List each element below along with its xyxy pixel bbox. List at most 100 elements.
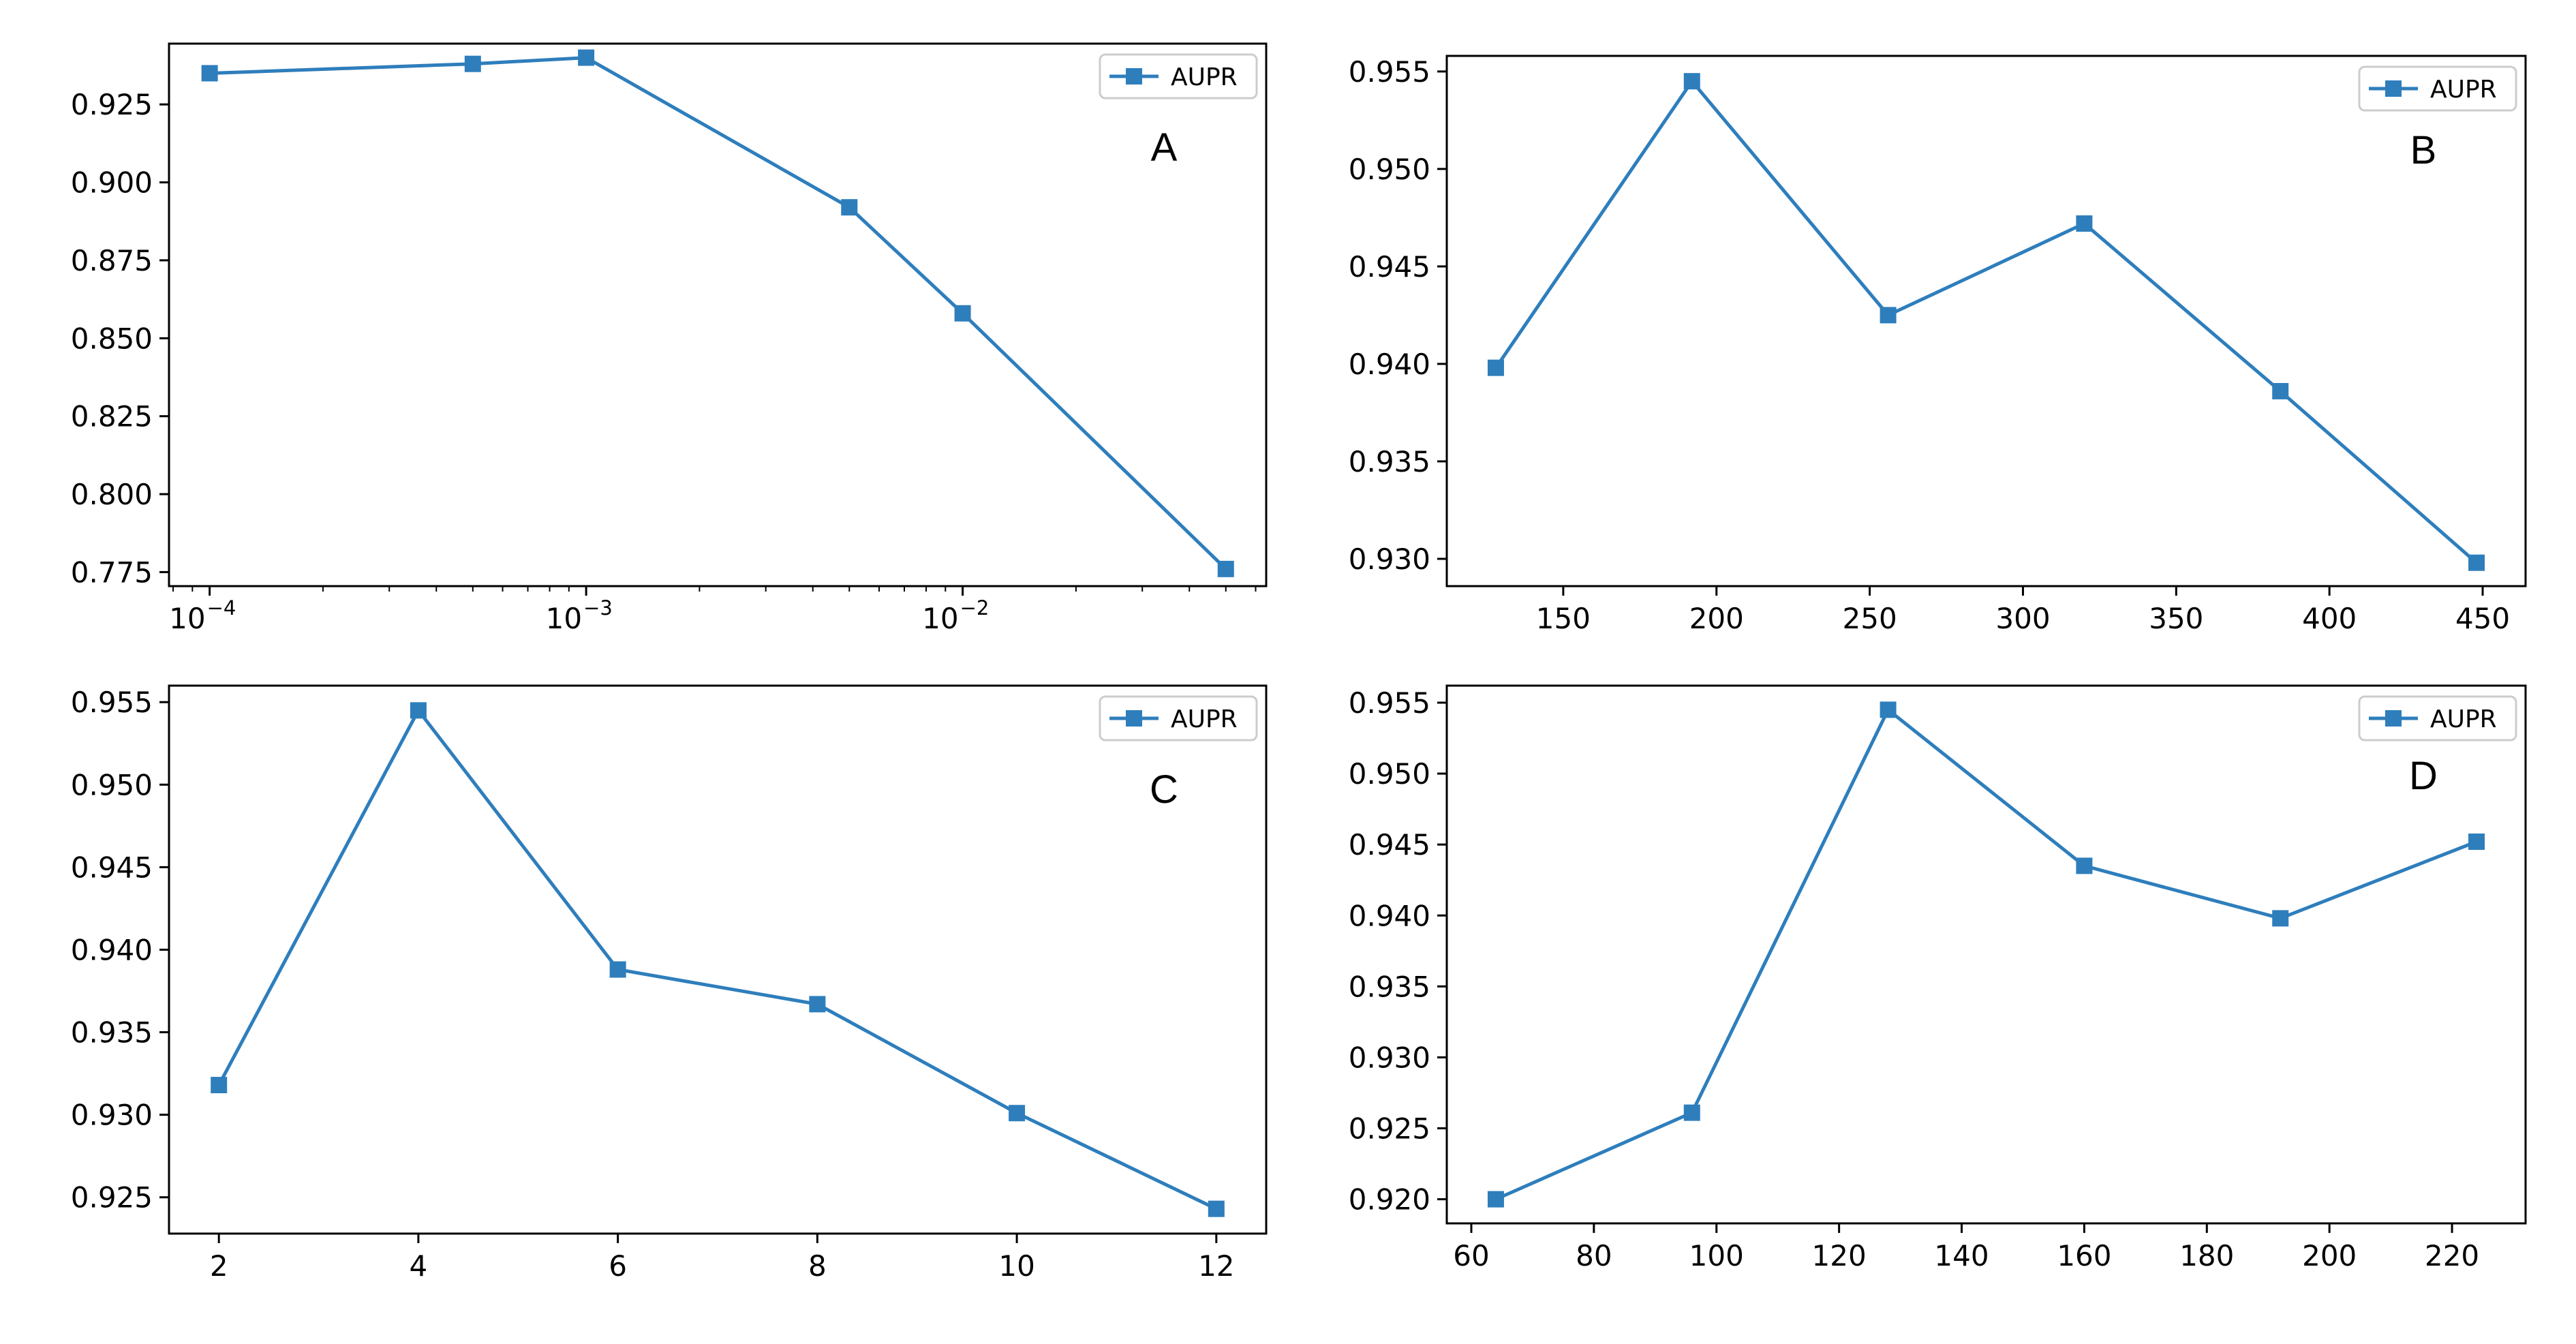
legend-box: [1099, 695, 1258, 742]
legend-marker-swatch: [2385, 80, 2402, 97]
data-point-marker: [2468, 554, 2485, 571]
data-point-marker: [2468, 833, 2485, 850]
x-tick-exponent: −4: [207, 596, 236, 620]
panel-letter: B: [2410, 128, 2437, 172]
chart-panel-c: 0.925 0.930 0.935 0.940 0.945 0.950 0.955 2 4 6 8 1…: [71, 684, 1268, 1283]
x-tick-label: 400: [2302, 602, 2357, 635]
legend-label: AUPR: [2430, 76, 2497, 104]
x-tick-label: 300: [1995, 602, 2050, 635]
legend-box: [2358, 695, 2517, 742]
y-tick-label: 0.850: [71, 322, 153, 355]
data-point-marker: [2272, 382, 2289, 399]
x-tick-label: 450: [2455, 602, 2510, 635]
data-point-marker: [609, 961, 626, 978]
y-tick-label: 0.920: [1349, 1183, 1430, 1217]
y-tick-label: 0.955: [71, 686, 153, 719]
plot-frame: [168, 684, 1268, 1235]
x-tick-label: 12: [1198, 1249, 1234, 1283]
y-tick-label: 0.935: [71, 1016, 153, 1050]
y-tick-label: 0.875: [71, 244, 153, 277]
legend-marker-swatch: [1126, 68, 1142, 85]
data-point-marker: [201, 65, 218, 82]
y-tick-label: 0.955: [1349, 686, 1430, 720]
x-tick-label: 8: [808, 1249, 827, 1283]
x-tick-label: 200: [1689, 602, 1744, 635]
x-tick-label: 10: [998, 1249, 1034, 1283]
y-tick-label: 0.825: [71, 400, 153, 433]
data-point-marker: [2076, 857, 2093, 874]
y-tick-label: 0.930: [71, 1099, 153, 1132]
plot-frame: [168, 42, 1268, 587]
x-tick-label: 80: [1576, 1239, 1612, 1272]
data-point-marker: [410, 702, 427, 719]
y-tick-label: 0.930: [1349, 1041, 1430, 1074]
data-point-marker: [1487, 359, 1504, 376]
legend-box: [1099, 53, 1258, 100]
data-point-marker: [841, 199, 858, 216]
data-point-marker: [2076, 215, 2093, 232]
data-point-marker: [954, 305, 971, 322]
panel-letter: D: [2409, 754, 2438, 798]
legend-label: AUPR: [2430, 705, 2497, 733]
x-tick-label: 4: [410, 1249, 428, 1283]
plot-frame: [1445, 684, 2527, 1225]
data-point-marker: [1009, 1105, 1026, 1122]
x-tick-label: 350: [2149, 602, 2203, 635]
x-tick-label: 200: [2302, 1239, 2357, 1272]
x-tick-label: 120: [1812, 1239, 1867, 1272]
x-tick-label: 10: [546, 602, 582, 635]
y-tick-label: 0.775: [71, 555, 153, 589]
data-point-marker: [1880, 307, 1897, 324]
y-tick-label: 0.900: [71, 166, 153, 200]
series-line-aupr: [209, 56, 1227, 570]
x-tick-label: 10: [922, 602, 958, 635]
series-line-aupr: [1494, 78, 2478, 564]
data-point-marker: [211, 1077, 228, 1094]
x-tick-label: 6: [609, 1249, 627, 1283]
y-tick-label: 0.940: [1349, 899, 1430, 932]
legend-box: [2358, 65, 2517, 112]
y-tick-label: 0.925: [71, 1181, 153, 1215]
y-tick-label: 0.935: [1349, 445, 1430, 478]
legend-marker-swatch: [1126, 710, 1142, 727]
x-tick-exponent: −3: [583, 596, 613, 620]
series-line-aupr: [1494, 707, 2477, 1201]
plot-frame: [1445, 55, 2527, 587]
data-point-marker: [578, 49, 595, 66]
y-tick-label: 0.800: [71, 478, 153, 511]
y-tick-label: 0.950: [71, 768, 153, 801]
x-tick-label: 140: [1934, 1239, 1989, 1272]
x-tick-label: 60: [1453, 1239, 1489, 1272]
y-tick-label: 0.945: [1349, 828, 1430, 861]
x-tick-label: 100: [1689, 1239, 1744, 1272]
chart-panel-b: 0.930 0.935 0.940 0.945 0.950 0.955 150 200 250 3…: [1349, 55, 2527, 635]
x-tick-exponent: −2: [960, 596, 990, 620]
data-point-marker: [1880, 701, 1897, 718]
x-tick-label: 220: [2425, 1239, 2479, 1272]
series-line-aupr: [217, 707, 1217, 1210]
y-tick-label: 0.940: [1349, 348, 1430, 381]
data-point-marker: [809, 996, 826, 1013]
x-tick-label: 180: [2179, 1239, 2234, 1272]
y-tick-label: 0.940: [71, 933, 153, 966]
data-point-marker: [1487, 1191, 1504, 1208]
data-point-marker: [1208, 1200, 1225, 1217]
x-tick-label: 250: [1843, 602, 1897, 635]
data-point-marker: [1683, 1104, 1700, 1121]
panel-letter: A: [1151, 125, 1178, 170]
x-tick-label: 150: [1536, 602, 1591, 635]
y-tick-label: 0.945: [71, 851, 153, 884]
legend-marker-swatch: [2385, 710, 2402, 727]
y-tick-label: 0.955: [1349, 55, 1430, 89]
data-point-marker: [2272, 910, 2289, 927]
y-tick-label: 0.950: [1349, 153, 1430, 186]
y-tick-label: 0.945: [1349, 250, 1430, 284]
x-tick-label: 2: [210, 1249, 228, 1283]
x-tick-label: 10: [169, 602, 205, 635]
data-point-marker: [464, 55, 481, 72]
y-tick-label: 0.925: [1349, 1112, 1430, 1146]
y-tick-label: 0.950: [1349, 757, 1430, 791]
y-tick-label: 0.935: [1349, 970, 1430, 1003]
